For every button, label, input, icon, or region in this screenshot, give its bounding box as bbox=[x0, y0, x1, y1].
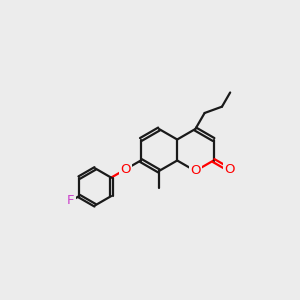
Text: O: O bbox=[120, 163, 130, 176]
Text: O: O bbox=[224, 163, 234, 176]
Text: O: O bbox=[190, 164, 201, 178]
Text: F: F bbox=[67, 194, 75, 207]
